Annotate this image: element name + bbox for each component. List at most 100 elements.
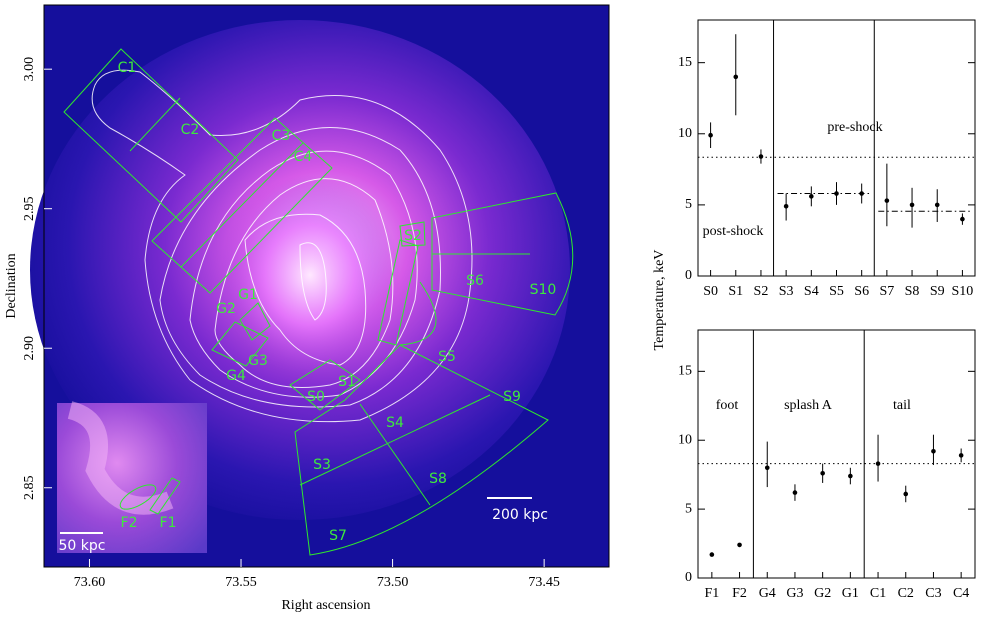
x-tick-label: S4: [804, 284, 819, 299]
x-tick-label: F1: [704, 586, 719, 601]
inset-emission: [67, 401, 174, 515]
region-label: S4: [386, 415, 404, 431]
y-tick-label: 2.90: [22, 336, 37, 361]
data-point: [834, 191, 839, 196]
x-tick-label: S7: [879, 284, 894, 299]
x-tick-label: S2: [754, 284, 769, 299]
x-tick-label: C4: [953, 586, 969, 601]
data-point: [820, 470, 825, 476]
regions: [63, 48, 574, 556]
x-tick-label: S3: [779, 284, 794, 299]
annotation: post-shock: [703, 224, 764, 239]
y-tick-label: 10: [678, 432, 692, 447]
x-tick-label: C2: [898, 586, 914, 601]
x-tick-label: G1: [842, 586, 859, 601]
y-tick-label: 0: [685, 570, 692, 585]
data-point: [737, 542, 742, 548]
y-tick-label: 3.00: [22, 57, 37, 82]
data-point: [783, 204, 789, 209]
region-label: S5: [438, 349, 456, 365]
x-tick-label: C1: [870, 586, 886, 601]
x-tick-label: G2: [814, 586, 831, 601]
inset-scale-label: 50 kpc: [59, 538, 106, 554]
region-f2: [119, 484, 157, 510]
data-point: [859, 191, 864, 196]
region-label: S3: [313, 457, 331, 473]
data-point: [931, 448, 936, 454]
data-point: [903, 491, 909, 497]
x-tick-label: G4: [759, 586, 776, 601]
x-tick-label: S10: [952, 284, 974, 299]
x-tick-label: S1: [728, 284, 743, 299]
y-tick-label: 0: [685, 268, 692, 283]
region-label: F1: [160, 515, 177, 531]
x-tick-label: 73.45: [528, 575, 560, 590]
x-axis-label: Right ascension: [281, 598, 370, 613]
x-tick-label: C3: [925, 586, 941, 601]
annotation: splash A: [784, 398, 833, 413]
x-tick-label: F2: [732, 586, 747, 601]
region-label: S8: [429, 471, 447, 487]
region-label: G3: [248, 353, 268, 369]
x-tick-label: S9: [930, 284, 945, 299]
region-f1: [149, 477, 181, 515]
data-point: [909, 202, 915, 208]
data-point: [960, 216, 965, 222]
annotation: pre-shock: [827, 120, 882, 135]
data-point: [733, 74, 739, 80]
x-tick-label: S6: [854, 284, 869, 299]
region-label: G2: [216, 301, 236, 317]
region-label: C1: [118, 60, 137, 76]
data-point: [958, 453, 964, 458]
y-tick-label: 5: [685, 197, 692, 212]
region-label: C2: [181, 122, 200, 138]
region-label: G1: [238, 287, 258, 303]
y-tick-label: 15: [678, 55, 692, 70]
data-point: [764, 465, 770, 471]
cluster-core: [220, 175, 400, 375]
region-label: S7: [329, 528, 347, 544]
x-tick-label: G3: [786, 586, 803, 601]
region-label: S2: [404, 228, 422, 244]
x-tick-label: 73.50: [377, 575, 409, 590]
region-label: S1: [338, 374, 356, 390]
y-axis-label: Declination: [4, 253, 19, 318]
region-label: F2: [121, 515, 138, 531]
annotation: tail: [893, 398, 911, 413]
data-point: [884, 198, 890, 203]
data-point: [809, 194, 814, 199]
data-point: [709, 552, 715, 557]
y-axis-label: Temperature, keV: [652, 250, 667, 351]
x-tick-label: S8: [905, 284, 920, 299]
region-label: G4: [226, 368, 246, 384]
image-frame: [43, 4, 610, 568]
data-point: [848, 473, 853, 479]
y-tick-label: 2.85: [22, 476, 37, 501]
y-tick-label: 5: [685, 501, 692, 516]
y-tick-label: 15: [678, 364, 692, 379]
x-tick-label: S0: [703, 284, 718, 299]
region-label: S6: [466, 273, 484, 289]
data-point: [758, 154, 764, 159]
inset-image: [57, 403, 207, 553]
data-point: [708, 132, 713, 138]
region-label: S9: [503, 389, 521, 405]
region-label: C3: [272, 128, 291, 144]
contours: [91, 69, 473, 423]
region-label: C4: [294, 149, 313, 165]
x-tick-label: S5: [829, 284, 844, 299]
x-tick-label: 73.60: [74, 575, 106, 590]
region-label: S0: [307, 389, 325, 405]
data-point: [934, 202, 940, 208]
data-point: [792, 490, 798, 495]
x-tick-label: 73.55: [225, 575, 257, 590]
region-label: S10: [530, 282, 557, 298]
y-tick-label: 10: [678, 126, 692, 141]
plot-frame: [697, 329, 976, 579]
y-tick-label: 2.95: [22, 196, 37, 221]
scale-bar-label: 200 kpc: [492, 507, 548, 523]
annotation: foot: [716, 398, 739, 413]
data-point: [875, 461, 881, 466]
